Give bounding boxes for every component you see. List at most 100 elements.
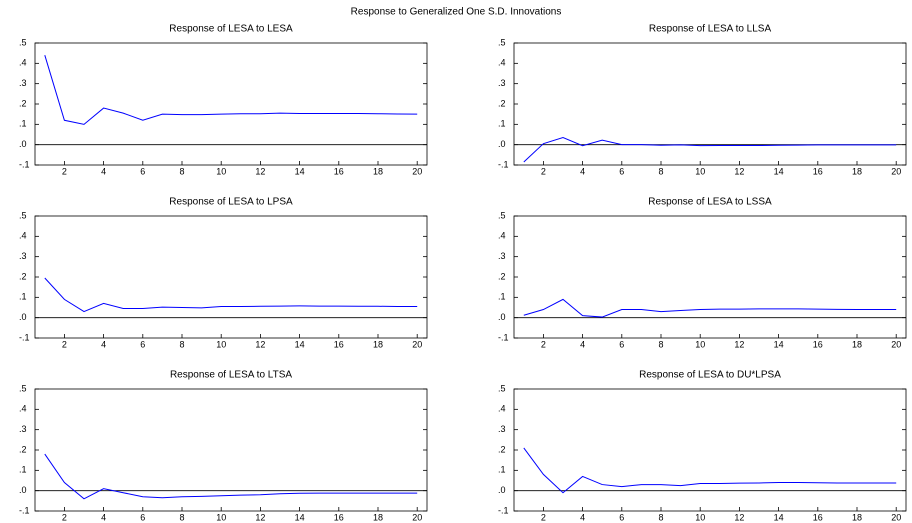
x-tick-label: 2 [62,166,67,176]
plot-frame [35,216,427,338]
x-tick-label: 12 [734,339,744,349]
y-tick-label: .4 [19,58,27,68]
y-tick-label: -.1 [19,332,30,342]
x-tick-label: 20 [891,166,901,176]
y-tick-label: .1 [498,465,506,475]
panel-title: Response of LESA to DU*LPSA [639,370,781,381]
x-tick-label: 8 [179,512,184,522]
y-tick-label: .0 [498,485,506,495]
x-tick-label: 20 [891,512,901,522]
x-tick-label: 20 [412,339,422,349]
x-tick-label: 16 [334,512,344,522]
y-tick-label: .4 [498,58,506,68]
x-tick-label: 10 [216,512,226,522]
x-tick-label: 2 [541,512,546,522]
panel-title: Response of LESA to LLSA [649,24,772,35]
y-tick-label: .4 [19,404,27,414]
response-line [524,448,896,493]
y-tick-label: .2 [498,98,506,108]
x-tick-label: 6 [619,166,624,176]
x-tick-label: 18 [852,339,862,349]
y-tick-label: .5 [498,383,506,393]
x-tick-label: 6 [140,339,145,349]
x-tick-label: 8 [179,339,184,349]
y-tick-label: .0 [19,312,27,322]
y-tick-label: .5 [498,210,506,220]
panel-title: Response of LESA to LESA [169,24,293,35]
y-tick-label: .5 [498,37,506,47]
x-tick-label: 16 [813,512,823,522]
y-tick-label: .3 [19,424,27,434]
plot-frame [514,389,906,511]
x-tick-label: 10 [216,166,226,176]
x-tick-label: 12 [255,512,265,522]
x-tick-label: 18 [373,166,383,176]
x-tick-label: 16 [813,166,823,176]
x-tick-label: 10 [695,339,705,349]
x-tick-label: 16 [334,166,344,176]
x-tick-label: 6 [140,166,145,176]
y-tick-label: .4 [19,231,27,241]
x-tick-label: 14 [774,166,784,176]
y-tick-label: .0 [498,139,506,149]
y-tick-label: .1 [498,119,506,129]
y-tick-label: -.1 [498,332,509,342]
panel-title: Response of LESA to LSSA [648,197,772,208]
figure-title: Response to Generalized One S.D. Innovat… [351,7,562,18]
y-tick-label: .4 [498,231,506,241]
x-tick-label: 8 [658,166,663,176]
y-tick-label: .1 [19,465,27,475]
x-tick-label: 14 [295,339,305,349]
x-tick-label: 16 [813,339,823,349]
x-tick-label: 14 [774,512,784,522]
x-tick-label: 10 [695,166,705,176]
x-tick-label: 4 [580,512,585,522]
x-tick-label: 16 [334,339,344,349]
y-tick-label: .3 [498,424,506,434]
response-line [45,55,417,124]
x-tick-label: 10 [216,339,226,349]
plot-frame [35,43,427,165]
y-tick-label: .2 [498,271,506,281]
page: Response to Generalized One S.D. Innovat… [0,0,912,523]
response-line [45,454,417,499]
y-tick-label: -.1 [498,505,509,515]
y-tick-label: .5 [19,210,27,220]
y-tick-label: .1 [498,292,506,302]
y-tick-label: .3 [19,251,27,261]
y-tick-label: .0 [19,139,27,149]
panel-title: Response of LESA to LTSA [170,370,292,381]
y-tick-label: .4 [498,404,506,414]
x-tick-label: 6 [140,512,145,522]
y-tick-label: -.1 [19,505,30,515]
x-tick-label: 4 [101,339,106,349]
x-tick-label: 20 [412,166,422,176]
x-tick-label: 2 [541,166,546,176]
x-tick-label: 4 [580,166,585,176]
y-tick-label: .2 [498,444,506,454]
y-tick-label: .3 [19,78,27,88]
y-tick-label: .5 [19,383,27,393]
y-tick-label: .2 [19,98,27,108]
x-tick-label: 18 [373,512,383,522]
y-tick-label: -.1 [19,159,30,169]
panel-title: Response of LESA to LPSA [169,197,293,208]
x-tick-label: 6 [619,512,624,522]
x-tick-label: 2 [541,339,546,349]
x-tick-label: 12 [255,339,265,349]
plot-frame [514,216,906,338]
x-tick-label: 18 [852,512,862,522]
x-tick-label: 14 [295,512,305,522]
x-tick-label: 12 [255,166,265,176]
plot-frame [514,43,906,165]
x-tick-label: 4 [101,166,106,176]
x-tick-label: 12 [734,166,744,176]
y-tick-label: .2 [19,271,27,281]
response-line [524,299,896,317]
response-line [524,138,896,162]
y-tick-label: .0 [19,485,27,495]
x-tick-label: 20 [891,339,901,349]
y-tick-label: .5 [19,37,27,47]
x-tick-label: 14 [774,339,784,349]
x-tick-label: 18 [373,339,383,349]
